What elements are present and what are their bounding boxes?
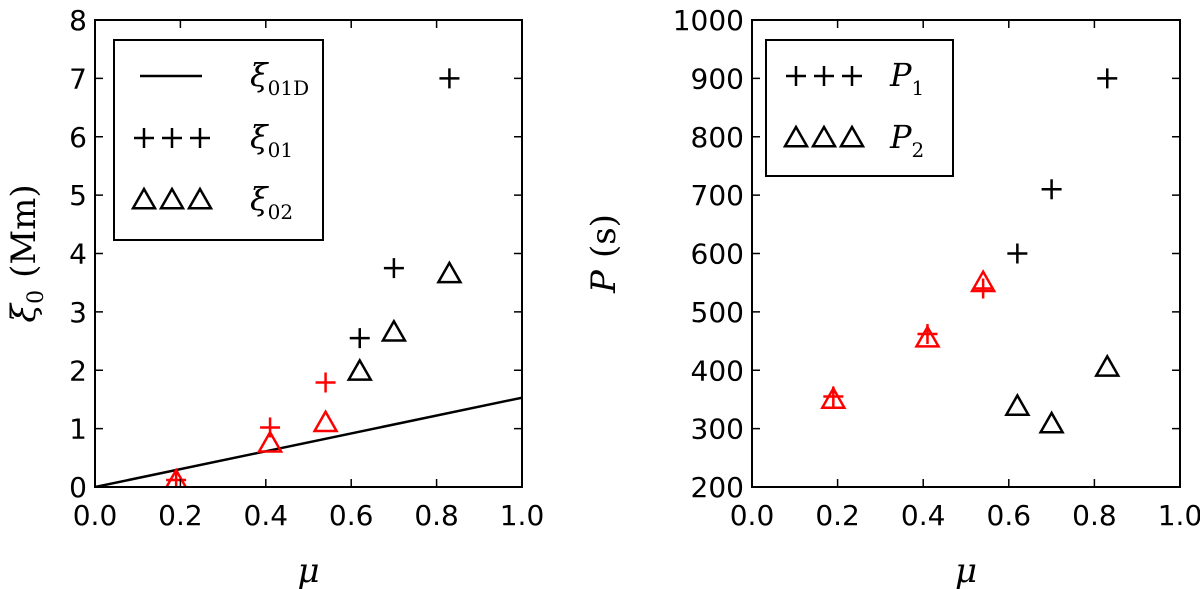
y-tick-label: 300 [691,413,744,446]
x-tick-label: 1.0 [1158,499,1200,532]
plot-area [820,68,1121,434]
x-tick-label: 0.8 [1072,499,1117,532]
legend-handle-plus [190,128,210,148]
x-tick-label: 0.0 [730,499,775,532]
plus-marker-P1-3 [1007,243,1028,264]
y-axis-label-unit: (Mm) [4,184,44,278]
y-axis-label-unit: (s) [584,214,624,258]
legend-label-symbol: P [889,118,912,156]
legend-label-subscript: 01 [268,138,293,162]
legend-label-P1: P1 [889,56,924,100]
x-tick-label: 0.6 [329,499,374,532]
left-chart-xi0-vs-mu: 0.0 0.2 0.4 0.6 0.8 1.0012345678μξ0(Mm)ξ01Dξ0… [4,4,544,589]
legend-handle-plus [786,66,806,86]
triangle-marker-ξ02-1 [256,429,284,453]
legend-handle-plus [134,128,154,148]
triangle-marker-P2-1 [914,324,941,348]
legend-label-ξ01D: ξ01D [250,56,309,100]
plus-marker-P1-5 [1097,68,1118,89]
y-tick-label: 5 [69,179,87,212]
legend-label-subscript: 01D [268,76,309,100]
plus-marker-P1-2 [973,278,994,299]
y-tick-label: 1 [69,413,87,446]
legend-handle-triangle [186,186,214,210]
y-tick-label: 200 [691,471,744,504]
plus-marker-ξ01-2 [315,372,336,393]
legend-handle-triangle [782,124,810,148]
y-tick-label: 3 [69,296,87,329]
plus-marker-ξ01-5 [439,68,460,89]
legend-handle-triangle [130,186,158,210]
y-axis-label-symbol: ξ [4,302,44,323]
triangle-marker-P2-4 [1038,410,1065,434]
x-tick-label: 0.2 [158,499,203,532]
x-tick-label: 0.4 [244,499,289,532]
triangle-marker-ξ02-0 [165,467,188,487]
triangle-marker-ξ02-4 [380,318,408,342]
legend-label-ξ01: ξ01 [250,118,293,162]
x-axis-label: μ [297,551,319,589]
legend-handle-triangle [158,186,186,210]
legend-handle-plus [842,66,862,86]
legend-box [113,39,324,241]
y-tick-label: 6 [69,121,87,154]
triangle-marker-ξ02-5 [436,260,463,284]
legend-label-subscript: 2 [912,138,925,162]
legend-label-P2: P2 [889,118,924,162]
legend-handle-triangle [810,124,838,148]
series-line-ξ01D [95,396,522,487]
legend-label-symbol: ξ [250,56,269,94]
plus-marker-ξ01-3 [349,328,370,349]
legend-label-symbol: P [889,56,912,94]
plot-area [95,68,522,487]
y-axis-label: P (s) [584,214,624,294]
legend-handle-plus [162,128,182,148]
legend-label-subscript: 1 [912,76,925,100]
right-chart-period-vs-mu: 0.0 0.2 0.4 0.6 0.8 1.0 200 300 400 500 600 700 800 9… [584,4,1200,589]
triangle-marker-P2-3 [1004,392,1031,416]
y-tick-label: 400 [691,354,744,387]
y-tick-label: 500 [691,296,744,329]
y-tick-label: 700 [691,179,744,212]
y-tick-label: 1000 [673,4,744,37]
y-tick-label: 4 [69,238,87,271]
x-tick-label: 0.4 [901,499,946,532]
plus-marker-ξ01-4 [383,258,404,279]
y-tick-label: 900 [691,62,744,95]
y-tick-label: 600 [691,238,744,271]
legend-label-symbol: ξ [250,180,269,218]
y-tick-label: 800 [691,121,744,154]
x-tick-label: 0.0 [73,499,118,532]
legend-box [765,39,954,177]
triangle-marker-P2-5 [1094,353,1121,377]
legend-handle-plus [814,66,834,86]
legend-handle-triangle [838,124,866,148]
y-tick-label: 2 [69,354,87,387]
x-tick-label: 1.0 [500,499,545,532]
x-axis-label: μ [955,551,977,589]
y-tick-label: 7 [69,62,87,95]
plus-marker-P1-4 [1041,179,1062,200]
y-tick-label: 8 [69,4,87,37]
y-axis-label: ξ0 (Mm) [4,184,49,322]
y-axis-label-symbol: P [584,269,624,294]
legend-label-subscript: 02 [268,200,293,224]
y-axis-label-subscript: 0 [24,290,49,304]
legend-label-ξ02: ξ02 [250,180,293,224]
x-tick-label: 0.8 [414,499,459,532]
triangle-marker-ξ02-3 [346,357,373,381]
x-tick-label: 0.2 [815,499,860,532]
legend-label-symbol: ξ [250,118,269,156]
x-tick-label: 0.6 [987,499,1032,532]
y-tick-label: 0 [69,471,87,504]
triangle-marker-P2-2 [969,269,997,293]
triangle-marker-ξ02-2 [312,409,339,433]
triangle-marker-P2-0 [820,385,847,409]
